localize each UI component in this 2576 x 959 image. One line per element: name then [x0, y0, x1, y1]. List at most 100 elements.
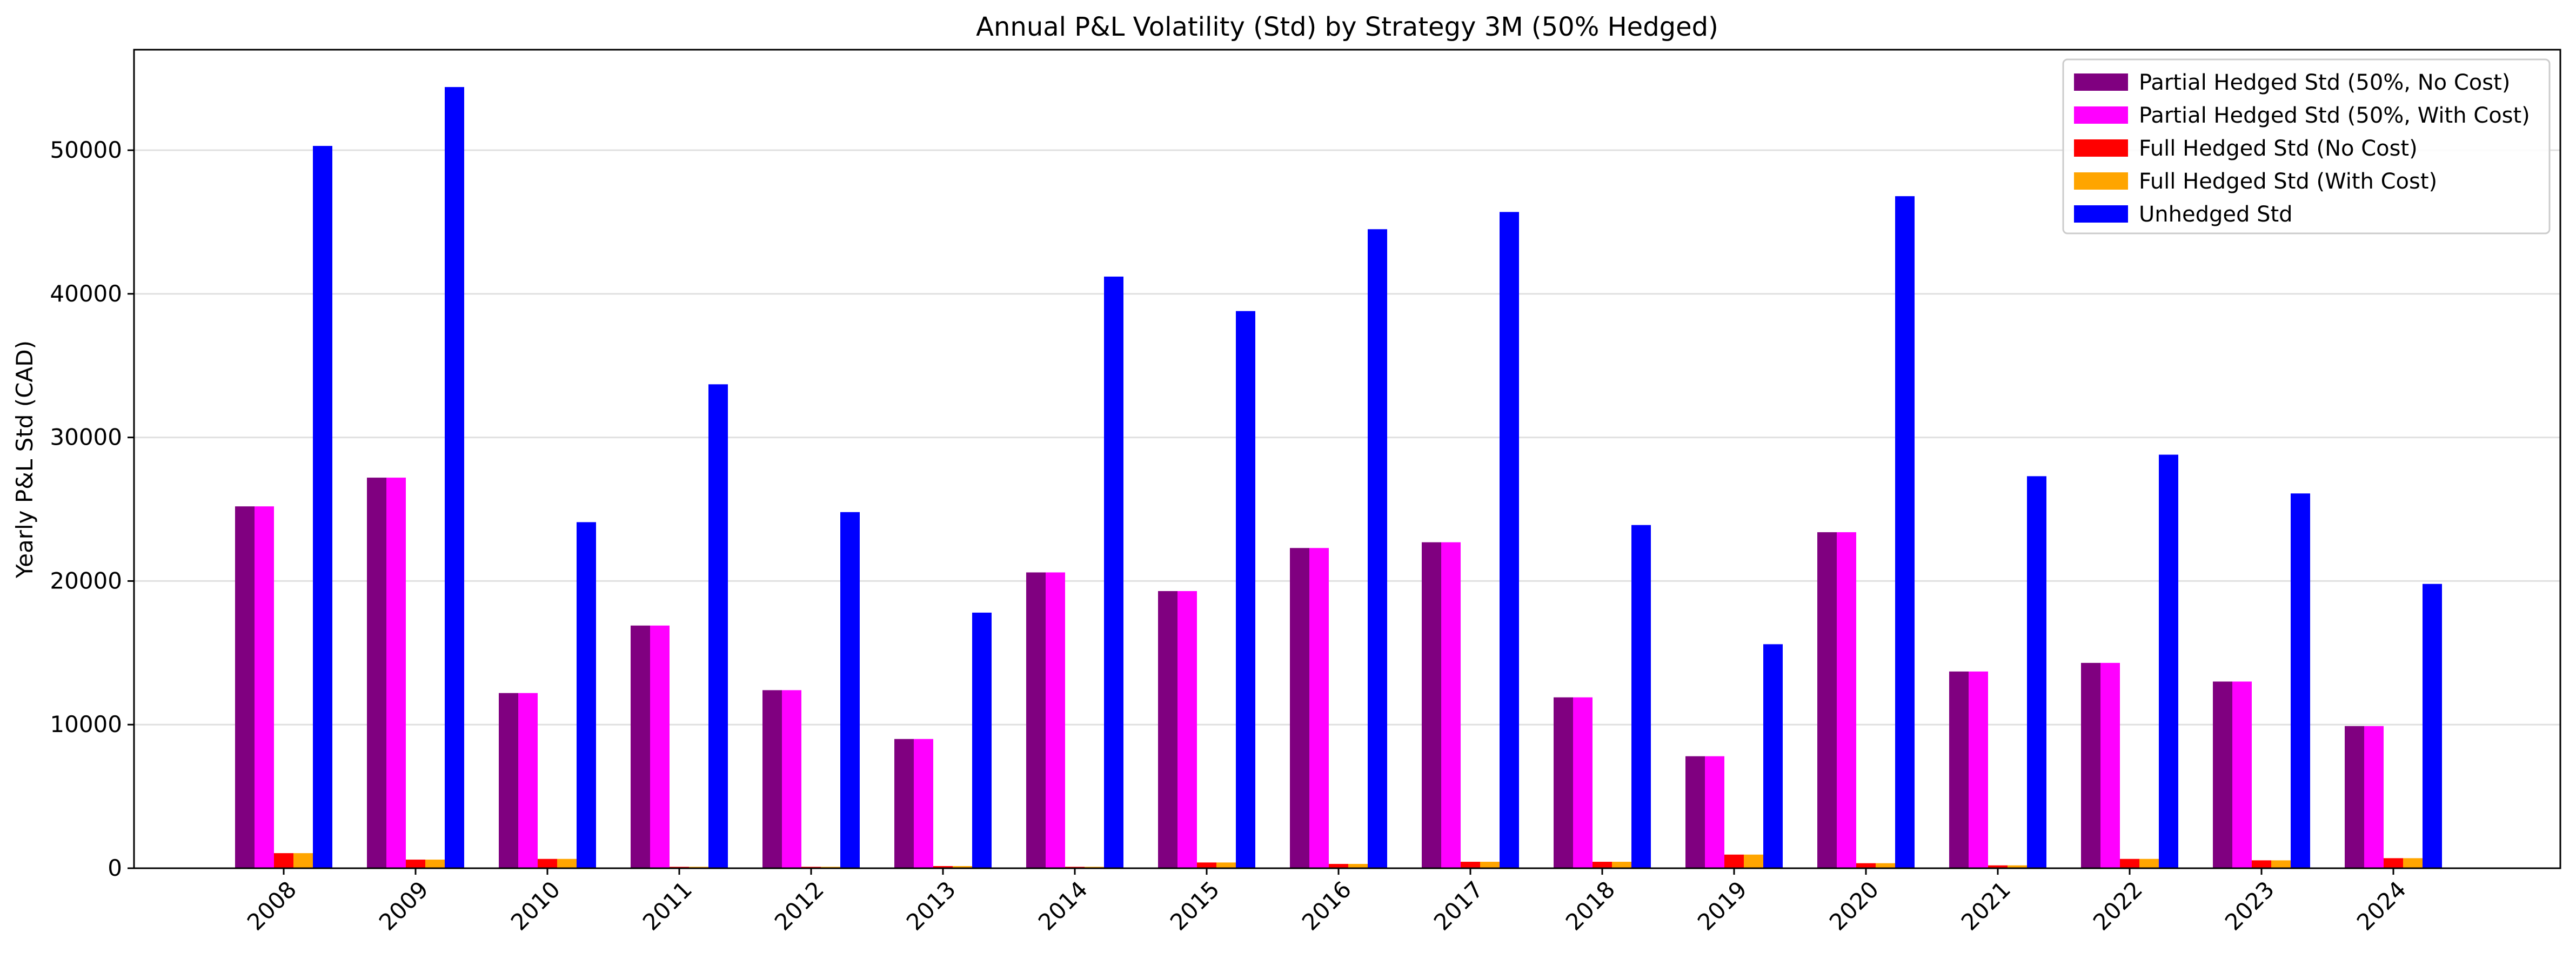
bar-2023-series-2 [2232, 681, 2252, 868]
bar-2020-series-5 [1895, 196, 1915, 869]
bar-2011-series-2 [650, 625, 670, 868]
bar-2009-series-4 [425, 860, 445, 868]
legend-label: Full Hedged Std (With Cost) [2139, 169, 2437, 194]
bar-2022-series-5 [2159, 454, 2178, 868]
bar-2010-series-4 [557, 859, 577, 868]
legend-swatch [2074, 205, 2128, 223]
bar-2015-series-5 [1236, 311, 1255, 868]
bar-2013-series-3 [933, 866, 953, 868]
bar-2012-series-2 [782, 690, 801, 868]
bar-2019-series-5 [1763, 644, 1783, 868]
bar-2022-series-4 [2139, 859, 2159, 868]
bar-2014-series-1 [1026, 572, 1046, 868]
bar-2024-series-2 [2364, 726, 2384, 868]
bar-2024-series-3 [2384, 858, 2403, 868]
y-tick-label: 10000 [50, 711, 122, 737]
bar-2013-series-4 [953, 866, 972, 868]
bar-2022-series-1 [2081, 662, 2100, 868]
bar-2011-series-5 [708, 384, 728, 868]
bar-2018-series-4 [1612, 862, 1631, 868]
bar-2008-series-2 [255, 506, 274, 868]
bar-2009-series-3 [406, 860, 425, 868]
bar-2021-series-5 [2027, 476, 2046, 868]
bar-2015-series-4 [1216, 862, 1236, 868]
y-tick-label: 20000 [50, 567, 122, 594]
bar-2020-series-1 [1817, 532, 1837, 868]
legend-label: Partial Hedged Std (50%, No Cost) [2139, 70, 2510, 95]
bar-2014-series-5 [1104, 276, 1123, 868]
bar-2009-series-2 [386, 478, 406, 868]
y-tick-label: 40000 [50, 280, 122, 307]
bar-2022-series-3 [2120, 859, 2139, 868]
bar-2011-series-1 [631, 625, 650, 868]
gridlines [134, 149, 2560, 726]
bar-2018-series-5 [1631, 525, 1651, 868]
y-axis-label: Yearly P&L Std (CAD) [11, 340, 38, 579]
bar-2020-series-4 [1876, 863, 1895, 868]
bar-2023-series-4 [2271, 860, 2291, 868]
legend-frame [2062, 58, 2551, 234]
bar-2019-series-2 [1705, 756, 1724, 868]
legend-swatch [2074, 172, 2128, 190]
bar-2013-series-2 [914, 739, 933, 868]
bar-2019-series-4 [1744, 854, 1763, 868]
bar-2008-series-5 [313, 146, 332, 868]
bar-2016-series-3 [1329, 864, 1348, 868]
bar-2021-series-2 [1969, 671, 1988, 868]
legend-swatch [2074, 73, 2128, 91]
legend-label: Full Hedged Std (No Cost) [2139, 136, 2418, 161]
bar-2020-series-2 [1837, 532, 1856, 868]
bar-2024-series-1 [2345, 726, 2364, 868]
bar-2010-series-3 [538, 859, 557, 868]
bar-2014-series-2 [1046, 572, 1065, 868]
bar-2012-series-1 [762, 690, 782, 868]
bar-2010-series-2 [518, 693, 538, 868]
bar-2019-series-3 [1724, 854, 1744, 868]
bar-2010-series-1 [499, 693, 518, 868]
bar-2021-series-3 [1988, 865, 2008, 868]
plot-frame [133, 49, 2561, 869]
bar-2022-series-2 [2100, 662, 2120, 868]
chart-title: Annual P&L Volatility (Std) by Strategy … [976, 12, 1718, 42]
bar-2023-series-5 [2291, 493, 2310, 868]
bar-2008-series-1 [235, 506, 255, 868]
bar-2018-series-1 [1554, 697, 1573, 868]
bar-2018-series-2 [1573, 697, 1593, 868]
bar-2013-series-5 [972, 612, 992, 868]
bar-2012-series-5 [840, 512, 860, 868]
bar-2017-series-5 [1500, 212, 1519, 869]
bar-2024-series-4 [2403, 858, 2423, 868]
bar-2021-series-1 [1949, 671, 1969, 868]
bar-2017-series-3 [1461, 862, 1480, 868]
legend-swatch [2074, 139, 2128, 157]
y-axis: 0 10000 20000 30000 40000 50000 [50, 137, 134, 881]
y-tick-label: 30000 [50, 424, 122, 451]
bar-2023-series-3 [2252, 860, 2271, 868]
bar-2008-series-3 [274, 853, 293, 868]
bar-2009-series-5 [445, 87, 464, 869]
bar-2016-series-4 [1348, 864, 1368, 868]
bar-2023-series-1 [2213, 681, 2232, 868]
bar-2016-series-5 [1368, 229, 1387, 869]
bar-2017-series-2 [1441, 542, 1461, 868]
legend-label: Partial Hedged Std (50%, With Cost) [2139, 103, 2530, 128]
bar-2008-series-4 [293, 853, 313, 868]
legend-label: Unhedged Std [2139, 202, 2293, 227]
legend: Partial Hedged Std (50%, No Cost) Partial… [2062, 58, 2551, 234]
bar-2017-series-1 [1422, 542, 1441, 868]
bar-2010-series-5 [577, 522, 596, 868]
bar-2016-series-2 [1309, 548, 1329, 868]
y-tick-label: 50000 [50, 137, 122, 163]
bar-2017-series-4 [1480, 862, 1500, 868]
bar-2015-series-3 [1197, 862, 1216, 868]
y-tick-label: 0 [108, 855, 122, 881]
bar-2016-series-1 [1290, 548, 1309, 868]
bar-2019-series-1 [1685, 756, 1705, 868]
bar-2020-series-3 [1856, 863, 1876, 868]
bar-2009-series-1 [367, 478, 386, 868]
bar-2024-series-5 [2423, 584, 2442, 868]
bar-2021-series-4 [2008, 865, 2027, 868]
legend-swatch [2074, 106, 2128, 124]
